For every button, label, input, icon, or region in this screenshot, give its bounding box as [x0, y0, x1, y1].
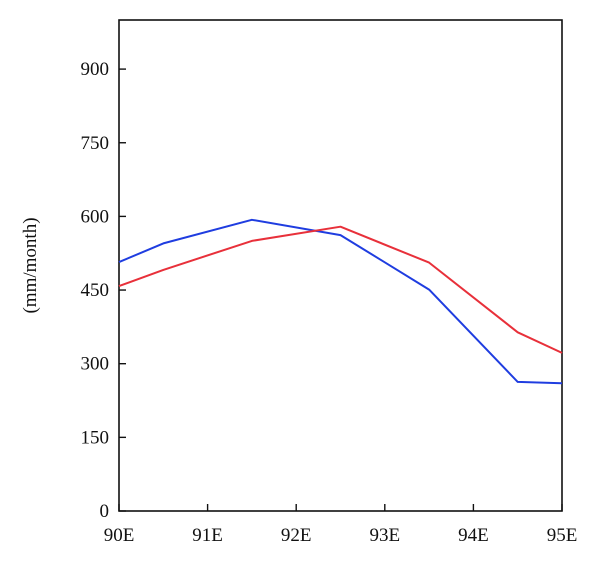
- series-line-1: [118, 218, 563, 385]
- y-tick-label: 150: [81, 427, 110, 448]
- x-tick-label: 90E: [104, 525, 135, 546]
- y-tick-label: 450: [81, 280, 110, 301]
- y-tick-label: 600: [81, 206, 110, 227]
- y-axis: 0 150 300 450 600 750 900: [81, 59, 126, 522]
- y-tick-label: 300: [81, 354, 110, 375]
- y-tick-label: 0: [100, 501, 110, 522]
- x-tick-label: 94E: [458, 525, 489, 546]
- x-tick-label: 93E: [369, 525, 400, 546]
- series-layer: [118, 218, 563, 385]
- y-axis-title: (mm/month): [20, 217, 41, 313]
- y-tick-label: 750: [81, 133, 110, 154]
- x-tick-label: 95E: [547, 525, 578, 546]
- x-axis: 90E 91E 92E 93E 94E 95E: [104, 504, 578, 546]
- x-tick-label: 92E: [281, 525, 312, 546]
- x-tick-label: 91E: [192, 525, 223, 546]
- y-tick-label: 900: [81, 59, 110, 80]
- series-line-2: [118, 225, 563, 354]
- plot-area-frame: [118, 19, 563, 512]
